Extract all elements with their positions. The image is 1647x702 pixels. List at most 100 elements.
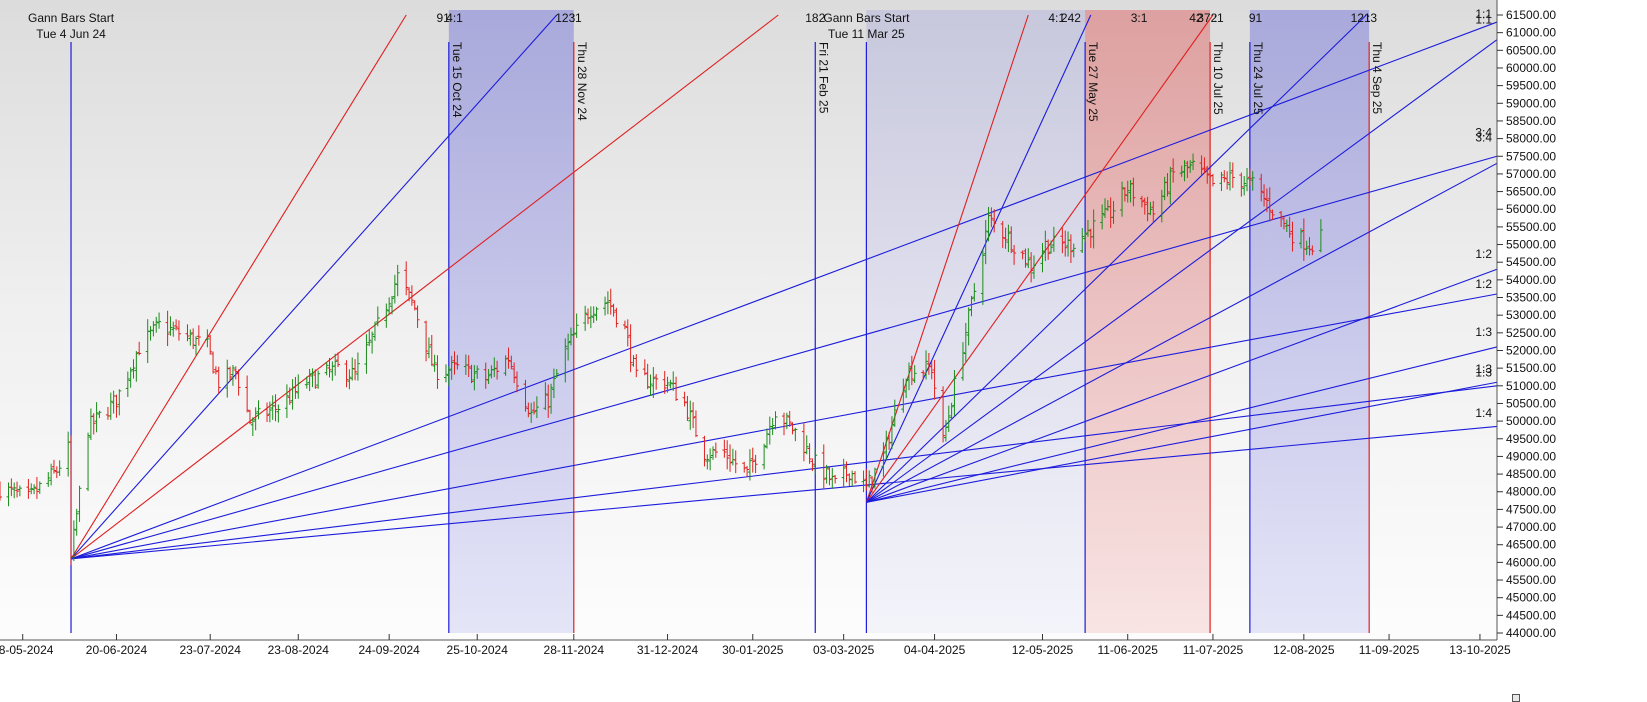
price-bar bbox=[1310, 245, 1315, 256]
price-tick-label: 45500.00 bbox=[1506, 573, 1556, 587]
price-bar bbox=[1012, 245, 1017, 265]
price-bar bbox=[625, 319, 630, 347]
price-bar bbox=[867, 470, 872, 488]
price-bar bbox=[296, 374, 301, 399]
price-bar bbox=[336, 352, 341, 368]
price-bar bbox=[1120, 181, 1125, 217]
price-bar bbox=[344, 360, 349, 388]
price-bar bbox=[404, 261, 409, 296]
price-bar bbox=[247, 409, 252, 425]
date-axis[interactable]: 18-05-2024 20-06-2024 23-07-2024 23-08-2024… bbox=[0, 634, 1511, 702]
cycle-label: 121 bbox=[1351, 11, 1371, 25]
price-bar bbox=[745, 465, 750, 477]
shaded-zone bbox=[866, 10, 1086, 633]
price-bar bbox=[134, 351, 139, 382]
price-bar bbox=[571, 327, 576, 337]
price-tick-label: 45000.00 bbox=[1506, 591, 1556, 605]
price-bar bbox=[154, 316, 159, 333]
price-bar bbox=[932, 359, 937, 400]
gann-fan-line bbox=[70, 425, 1498, 560]
price-bar bbox=[188, 329, 193, 346]
price-tick-label: 46500.00 bbox=[1506, 538, 1556, 552]
price-bar bbox=[483, 362, 488, 389]
price-bar bbox=[1219, 171, 1224, 192]
price-bar bbox=[1179, 165, 1184, 177]
price-bar bbox=[74, 508, 79, 536]
date-tick-label: 12-05-2025 bbox=[1012, 643, 1074, 657]
price-bar bbox=[307, 368, 312, 392]
price-bar bbox=[583, 305, 588, 331]
price-tick-label: 53000.00 bbox=[1506, 308, 1556, 322]
price-bar bbox=[395, 264, 400, 297]
price-bar bbox=[1185, 160, 1190, 178]
price-tick-label: 54500.00 bbox=[1506, 255, 1556, 269]
fan-ratio-label: 1:4 bbox=[1475, 406, 1492, 420]
price-bar bbox=[1267, 187, 1272, 222]
scroll-handle[interactable] bbox=[1512, 694, 1520, 702]
price-bar bbox=[841, 458, 846, 488]
price-bar bbox=[503, 355, 508, 376]
price-tick-label: 51500.00 bbox=[1506, 361, 1556, 375]
price-bar bbox=[174, 319, 179, 331]
price-tick-label: 56000.00 bbox=[1506, 202, 1556, 216]
price-tick-label: 54000.00 bbox=[1506, 273, 1556, 287]
price-axis[interactable]: 61500.00 61000.00 60500.00 60000.00 59500.00… bbox=[1496, 0, 1573, 702]
price-bar bbox=[1290, 221, 1295, 252]
cycle-label: 4:1 bbox=[1048, 11, 1065, 25]
price-bar bbox=[0, 481, 2, 501]
price-bar bbox=[810, 458, 815, 472]
price-bar bbox=[1071, 243, 1076, 258]
price-tick-label: 59500.00 bbox=[1506, 79, 1556, 93]
vertical-date-label: Tue 27 May 25 bbox=[1086, 42, 1100, 122]
price-bar bbox=[1031, 255, 1036, 279]
price-bar bbox=[1250, 171, 1255, 191]
price-bar bbox=[1281, 216, 1286, 230]
price-bar bbox=[688, 400, 693, 430]
price-bar bbox=[1230, 162, 1235, 188]
price-bar bbox=[1225, 171, 1230, 190]
price-bar bbox=[125, 371, 130, 398]
gann-fan-line bbox=[70, 14, 779, 560]
price-bar bbox=[725, 440, 730, 470]
price-bar bbox=[1151, 201, 1156, 223]
price-bar bbox=[1227, 161, 1232, 191]
price-bar bbox=[949, 402, 954, 420]
price-bar bbox=[236, 369, 241, 396]
price-tick-label: 46000.00 bbox=[1506, 555, 1556, 569]
cycle-label: 42 bbox=[1189, 11, 1203, 25]
price-bar bbox=[952, 370, 957, 416]
price-bar bbox=[1131, 177, 1136, 207]
price-bar bbox=[1006, 224, 1011, 253]
price-bar bbox=[966, 307, 971, 346]
gann-start-label: Gann Bars Start bbox=[823, 11, 910, 25]
gann-fan-line bbox=[866, 162, 1498, 503]
price-tick-label: 61500.00 bbox=[1506, 8, 1556, 22]
price-bar bbox=[912, 365, 917, 383]
price-bar bbox=[9, 478, 14, 497]
price-bar bbox=[1210, 173, 1215, 187]
price-bar bbox=[1264, 188, 1269, 213]
price-bar bbox=[148, 326, 153, 341]
price-bar bbox=[980, 249, 985, 305]
shaded-zone bbox=[1085, 10, 1211, 633]
price-tick-label: 59000.00 bbox=[1506, 96, 1556, 110]
price-bar bbox=[753, 454, 758, 474]
price-bar bbox=[1026, 248, 1031, 269]
price-tick-label: 44000.00 bbox=[1506, 626, 1556, 640]
price-bar bbox=[713, 442, 718, 458]
price-bar bbox=[1111, 200, 1116, 224]
price-bar bbox=[549, 383, 554, 414]
price-bar bbox=[693, 410, 698, 438]
price-bar bbox=[728, 444, 733, 472]
price-bar bbox=[574, 313, 579, 338]
price-bar bbox=[909, 355, 914, 386]
price-bar bbox=[662, 370, 667, 394]
price-bar bbox=[682, 391, 687, 407]
price-bar bbox=[506, 347, 511, 369]
price-tick-label: 57000.00 bbox=[1506, 167, 1556, 181]
price-bar bbox=[1318, 219, 1323, 253]
price-bar bbox=[1023, 248, 1028, 268]
price-bar bbox=[861, 470, 866, 493]
